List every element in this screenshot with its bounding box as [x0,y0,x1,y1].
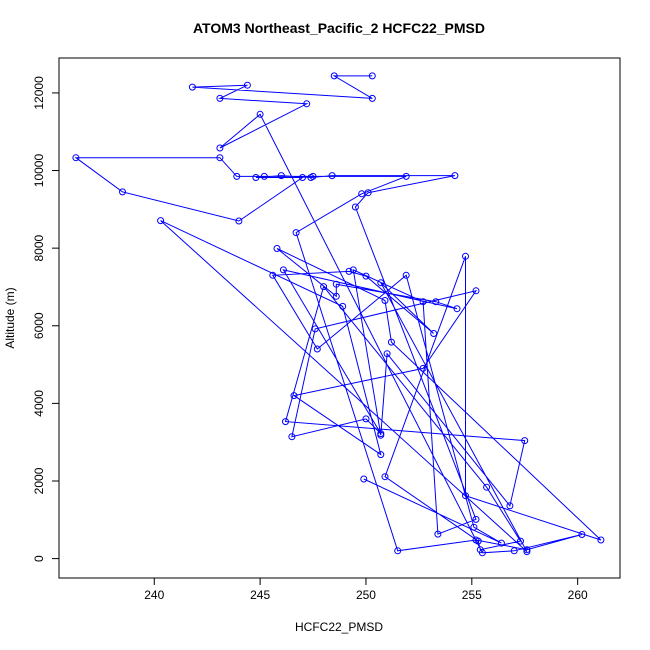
y-tick-label: 10000 [32,154,46,188]
y-axis: 0 2000 4000 6000 8000 10000 12000 [32,76,59,562]
data-point [387,338,395,346]
data-point [216,144,224,152]
data-point [119,188,126,196]
data-point [345,267,353,275]
data-point [472,515,480,523]
x-tick-label: 250 [356,588,376,602]
data-point [394,547,402,555]
data-point [72,154,80,162]
data-point [483,483,491,491]
data-point [339,302,347,310]
y-tick-label: 4000 [32,390,46,417]
data-point [307,174,315,181]
data-point [349,266,357,274]
data-point [381,473,389,481]
data-point [402,172,410,180]
data-point [462,492,469,500]
data-point [523,548,531,556]
y-tick-label: 8000 [32,234,46,261]
data-point [273,245,281,252]
data-point [252,174,260,181]
data-point [517,537,524,545]
data-point [362,272,370,280]
data-point [597,536,605,544]
data-point [320,283,328,291]
data-point [377,279,385,287]
data-point [462,252,469,260]
plot-frame [58,57,621,579]
y-tick-label: 12000 [32,76,46,110]
data-point [472,287,480,295]
data-point [233,172,241,180]
data-point [260,172,268,180]
data-point [243,81,251,89]
data-point [277,172,285,180]
x-tick-label: 240 [144,588,164,602]
data-point [188,83,196,91]
data-point [216,94,224,102]
data-point [476,546,484,554]
y-tick-label: 6000 [32,312,46,339]
data-point [362,415,370,423]
data-point [383,350,391,358]
x-tick-label: 260 [568,588,588,602]
data-point [377,451,385,459]
x-axis: 240 245 250 255 260 [144,578,588,602]
data-point [497,539,505,547]
data-point [311,325,319,333]
y-axis-label: Altitude (m) [3,287,17,348]
data-point [453,305,461,313]
data-point [434,530,442,538]
data-point [299,174,306,181]
data-point [381,297,389,304]
data-point [368,94,376,102]
data-point [351,203,359,211]
chart-title: ATOM3 Northeast_Pacific_2 HCFC22_PMSD [193,20,485,36]
data-point [332,292,340,300]
data-point [290,392,298,400]
data-point [521,437,529,445]
data-point [358,190,366,198]
data-point [470,523,478,531]
data-point [235,217,243,225]
data-point [506,502,514,510]
data-point [432,298,440,306]
data-point [216,154,224,162]
data-point [474,537,482,545]
data-point [377,430,385,438]
x-tick-label: 245 [250,588,270,602]
data-point [288,433,296,441]
data-point [430,330,438,337]
data-point [360,475,368,483]
data-point [332,280,340,288]
data-point [368,72,376,80]
data-point [303,100,311,108]
data-point [523,546,531,554]
data-point [292,229,300,237]
data-point [157,217,165,225]
data-point [419,298,427,306]
y-tick-label: 0 [32,555,46,562]
series-layer [72,72,605,557]
data-point [256,110,264,118]
data-point [510,547,518,555]
data-point [419,364,427,372]
data-point [282,418,289,426]
x-tick-label: 255 [462,588,482,602]
data-point [313,345,321,353]
data-point [279,266,287,274]
series-line [74,75,602,554]
data-point [328,172,336,180]
data-point [330,72,338,80]
x-axis-label: HCFC22_PMSD [295,620,383,634]
data-point [364,189,372,197]
data-point [451,172,459,180]
y-tick-label: 2000 [32,467,46,494]
data-point [402,271,410,279]
data-point [578,531,586,538]
data-point [269,271,277,279]
